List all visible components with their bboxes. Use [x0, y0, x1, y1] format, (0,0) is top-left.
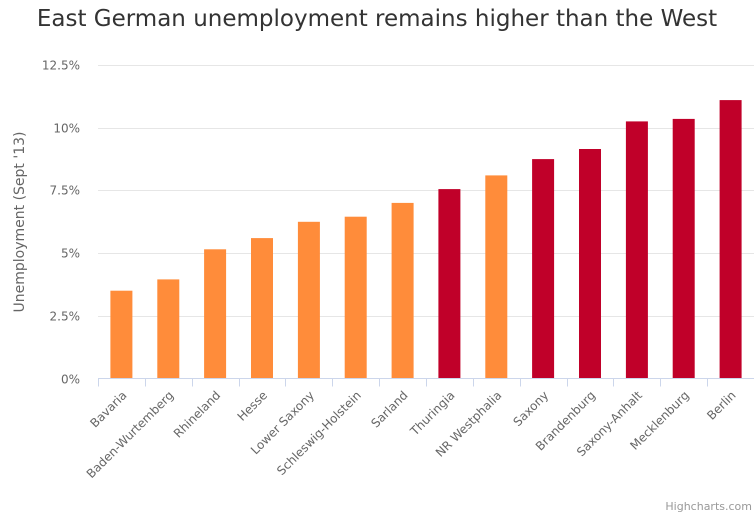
bar[interactable]	[297, 221, 320, 379]
bar[interactable]	[625, 121, 648, 379]
y-axis-ticks: 0% 2.5% 5% 7.5% 10% 12.5%	[42, 59, 80, 387]
bar[interactable]	[204, 249, 227, 379]
x-tick-label: Schleswig-Holstein	[274, 388, 364, 478]
bar[interactable]	[719, 100, 742, 379]
y-tick-label: 7.5%	[50, 184, 81, 198]
chart-title: East German unemployment remains higher …	[36, 6, 718, 32]
bar[interactable]	[110, 290, 133, 379]
gridlines	[98, 65, 754, 317]
bar[interactable]	[532, 159, 555, 379]
x-tick-label: Berlin	[704, 388, 739, 423]
bar[interactable]	[344, 216, 367, 379]
x-tick-label: Baden-Wurtemberg	[84, 388, 177, 481]
bar[interactable]	[438, 189, 461, 379]
bar[interactable]	[391, 202, 414, 379]
bars	[110, 100, 742, 379]
y-tick-label: 12.5%	[42, 59, 80, 73]
bar[interactable]	[579, 149, 601, 379]
x-tick-label: Bavaria	[87, 388, 129, 430]
bar[interactable]	[157, 279, 180, 379]
x-tick-label: Thuringia	[407, 388, 458, 439]
bar[interactable]	[251, 238, 273, 379]
y-tick-label: 10%	[53, 122, 80, 136]
chart-credit[interactable]: Highcharts.com	[665, 500, 752, 513]
x-tick-label: Rhineland	[171, 388, 223, 440]
bar[interactable]	[485, 175, 508, 379]
bar[interactable]	[672, 118, 695, 379]
y-axis-title: Unemployment (Sept '13)	[12, 132, 28, 313]
x-tick-label: Saxony	[510, 388, 551, 429]
x-tick-label: Sarland	[368, 388, 410, 430]
x-tick-label: Hesse	[235, 388, 271, 424]
y-tick-label: 5%	[61, 247, 80, 261]
y-tick-label: 0%	[61, 373, 80, 387]
y-tick-label: 2.5%	[50, 310, 81, 324]
